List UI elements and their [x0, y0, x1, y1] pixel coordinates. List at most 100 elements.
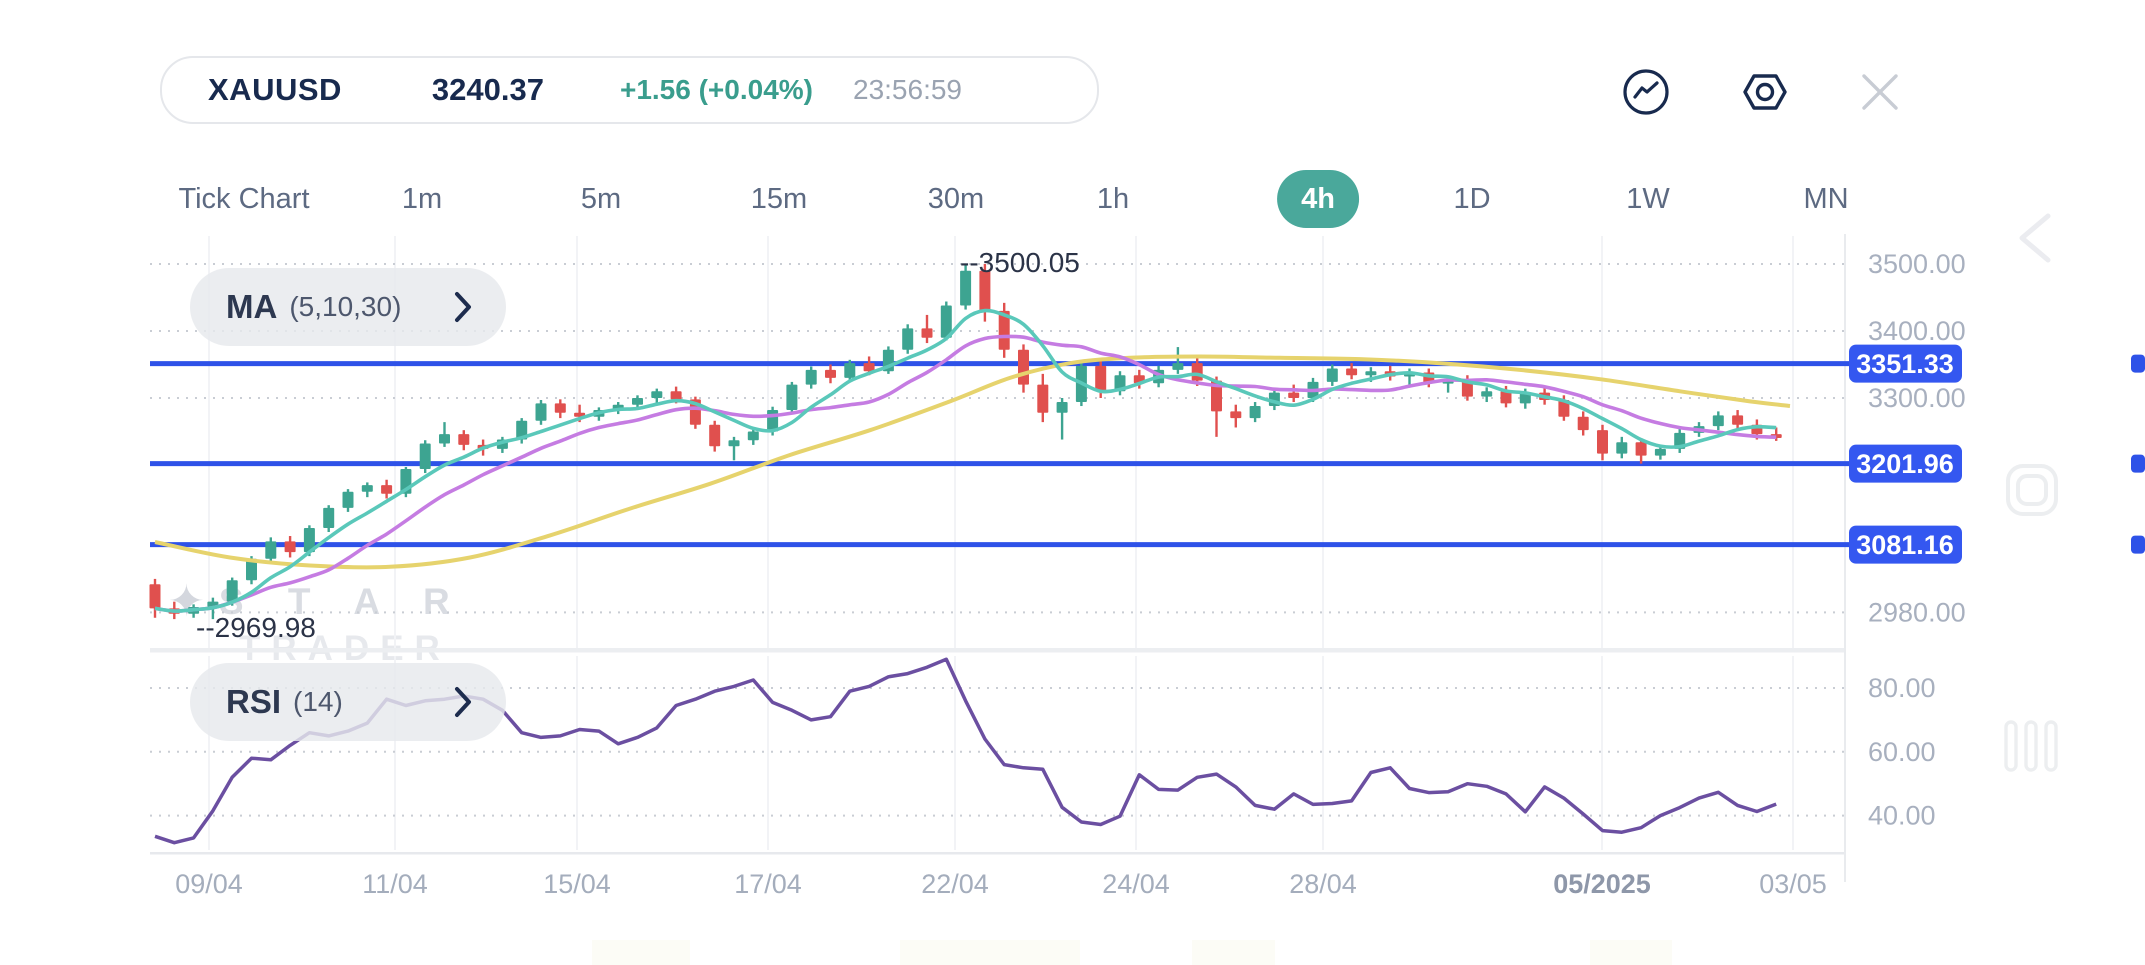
tab-1h[interactable]: 1h [1096, 182, 1130, 215]
price-change: +1.56 (+0.04%) [619, 74, 813, 105]
candle-up [265, 541, 277, 559]
candle-up [1326, 368, 1338, 382]
rsi-bottom-line [150, 852, 1845, 855]
candle-down [554, 403, 566, 413]
candle-up [1249, 406, 1261, 419]
tab-5m[interactable]: 5m [580, 182, 622, 215]
settings-icon[interactable] [1739, 66, 1791, 118]
level-edge-tick [2131, 354, 2145, 373]
candle-up [1616, 442, 1628, 454]
candle-down [1230, 411, 1242, 419]
candle-up [786, 384, 798, 411]
ma5-line [154, 308, 1777, 613]
candle-up [1712, 415, 1724, 427]
tab-1m[interactable]: 1m [401, 182, 443, 215]
candle-down [1288, 392, 1300, 398]
quote-time: 23:56:59 [853, 74, 962, 105]
candle-down [1732, 415, 1744, 425]
date-label: 24/04 [1102, 869, 1170, 899]
candle-up [902, 328, 914, 350]
tab-30m[interactable]: 30m [927, 182, 985, 215]
candle-down [284, 541, 296, 553]
candle-up [1056, 402, 1068, 413]
price-axis-label: 3400.00 [1868, 316, 1966, 346]
candle-up [516, 420, 528, 440]
tab-tick-chart[interactable]: Tick Chart [178, 182, 310, 215]
candle-down [863, 363, 875, 372]
candle-up [844, 363, 856, 378]
candle-down [1018, 349, 1029, 385]
candle-down [1635, 442, 1647, 456]
candle-up [1365, 371, 1377, 376]
price-axis-label: 2980.00 [1868, 597, 1966, 627]
symbol-label: XAUUSD [208, 72, 342, 107]
tab-mn[interactable]: MN [1803, 182, 1849, 215]
candle-up [361, 485, 373, 492]
date-label: 03/05 [1759, 869, 1827, 899]
ma-indicator-button[interactable]: MA (5,10,30) [190, 268, 506, 346]
candle-up [1481, 391, 1493, 397]
candle-down [381, 485, 393, 494]
candle-up [1654, 448, 1666, 456]
ma10-line [154, 334, 1777, 613]
columns-icon[interactable] [2002, 718, 2060, 779]
candle-down [574, 412, 586, 417]
candle-up [1172, 363, 1184, 370]
frame-icon[interactable] [2004, 462, 2060, 523]
ma30-line [154, 354, 1791, 570]
date-label: 17/04 [734, 869, 802, 899]
level-edge-tick [2131, 535, 2145, 554]
candle-up [323, 507, 335, 528]
low-marker-label: --2969.98 [196, 612, 316, 643]
candle-up [651, 391, 663, 398]
bottom-remnant [1590, 940, 1672, 965]
date-label: 22/04 [921, 869, 989, 899]
tab-1w[interactable]: 1W [1626, 182, 1670, 215]
chevron-right-icon [455, 687, 471, 717]
bottom-remnant [900, 940, 1080, 965]
candle-up [246, 558, 257, 581]
last-price: 3240.37 [431, 72, 544, 107]
tab-4h-active[interactable]: 4h [1277, 170, 1359, 228]
candle-down [709, 424, 721, 447]
date-label: 15/04 [543, 869, 611, 899]
price-axis-label: 3500.00 [1868, 249, 1966, 279]
candle-down [149, 584, 161, 609]
rsi-indicator-button[interactable]: RSI (14) [190, 663, 506, 741]
level-badge-label: 3081.16 [1856, 530, 1954, 560]
tab-1d[interactable]: 1D [1453, 182, 1491, 215]
candle-down [1346, 368, 1358, 376]
candle-up [226, 580, 238, 602]
level-badge-label: 3351.33 [1856, 349, 1954, 379]
level-edge-tick [2131, 454, 2145, 473]
line-chart-icon[interactable] [1620, 66, 1672, 118]
date-axis: 09/04 11/04 15/04 17/04 22/04 24/04 28/04 05/20… [175, 869, 1827, 899]
date-label: 05/2025 [1553, 869, 1651, 899]
candle-down [1558, 400, 1570, 417]
chevron-right-icon [455, 292, 471, 322]
high-marker-label: --3500.05 [960, 247, 1080, 278]
chevron-left-icon[interactable] [2006, 208, 2062, 273]
candle-down [1597, 430, 1608, 454]
rsi-params: (14) [293, 686, 343, 717]
candle-up [439, 434, 450, 444]
candle-down [1211, 380, 1222, 412]
level-lines [150, 354, 2145, 554]
price-axis-label: 3300.00 [1868, 383, 1966, 413]
bottom-remnant [592, 940, 690, 965]
panel-separator [150, 648, 1845, 653]
rsi-axis-label: 40.00 [1868, 801, 1936, 831]
date-label: 28/04 [1289, 869, 1357, 899]
candle-down [1095, 365, 1107, 392]
rsi-label: RSI [226, 683, 282, 720]
candle-down [921, 328, 933, 338]
candle-down [1037, 384, 1049, 413]
close-icon[interactable] [1854, 66, 1906, 118]
quote-header[interactable]: XAUUSD 3240.37 +1.56 (+0.04%) 23:56:59 [160, 56, 1099, 124]
tab-15m[interactable]: 15m [750, 182, 808, 215]
candle-down [1577, 416, 1589, 431]
bottom-remnant [1192, 940, 1275, 965]
date-label: 11/04 [362, 869, 428, 899]
candle-up [419, 443, 431, 470]
